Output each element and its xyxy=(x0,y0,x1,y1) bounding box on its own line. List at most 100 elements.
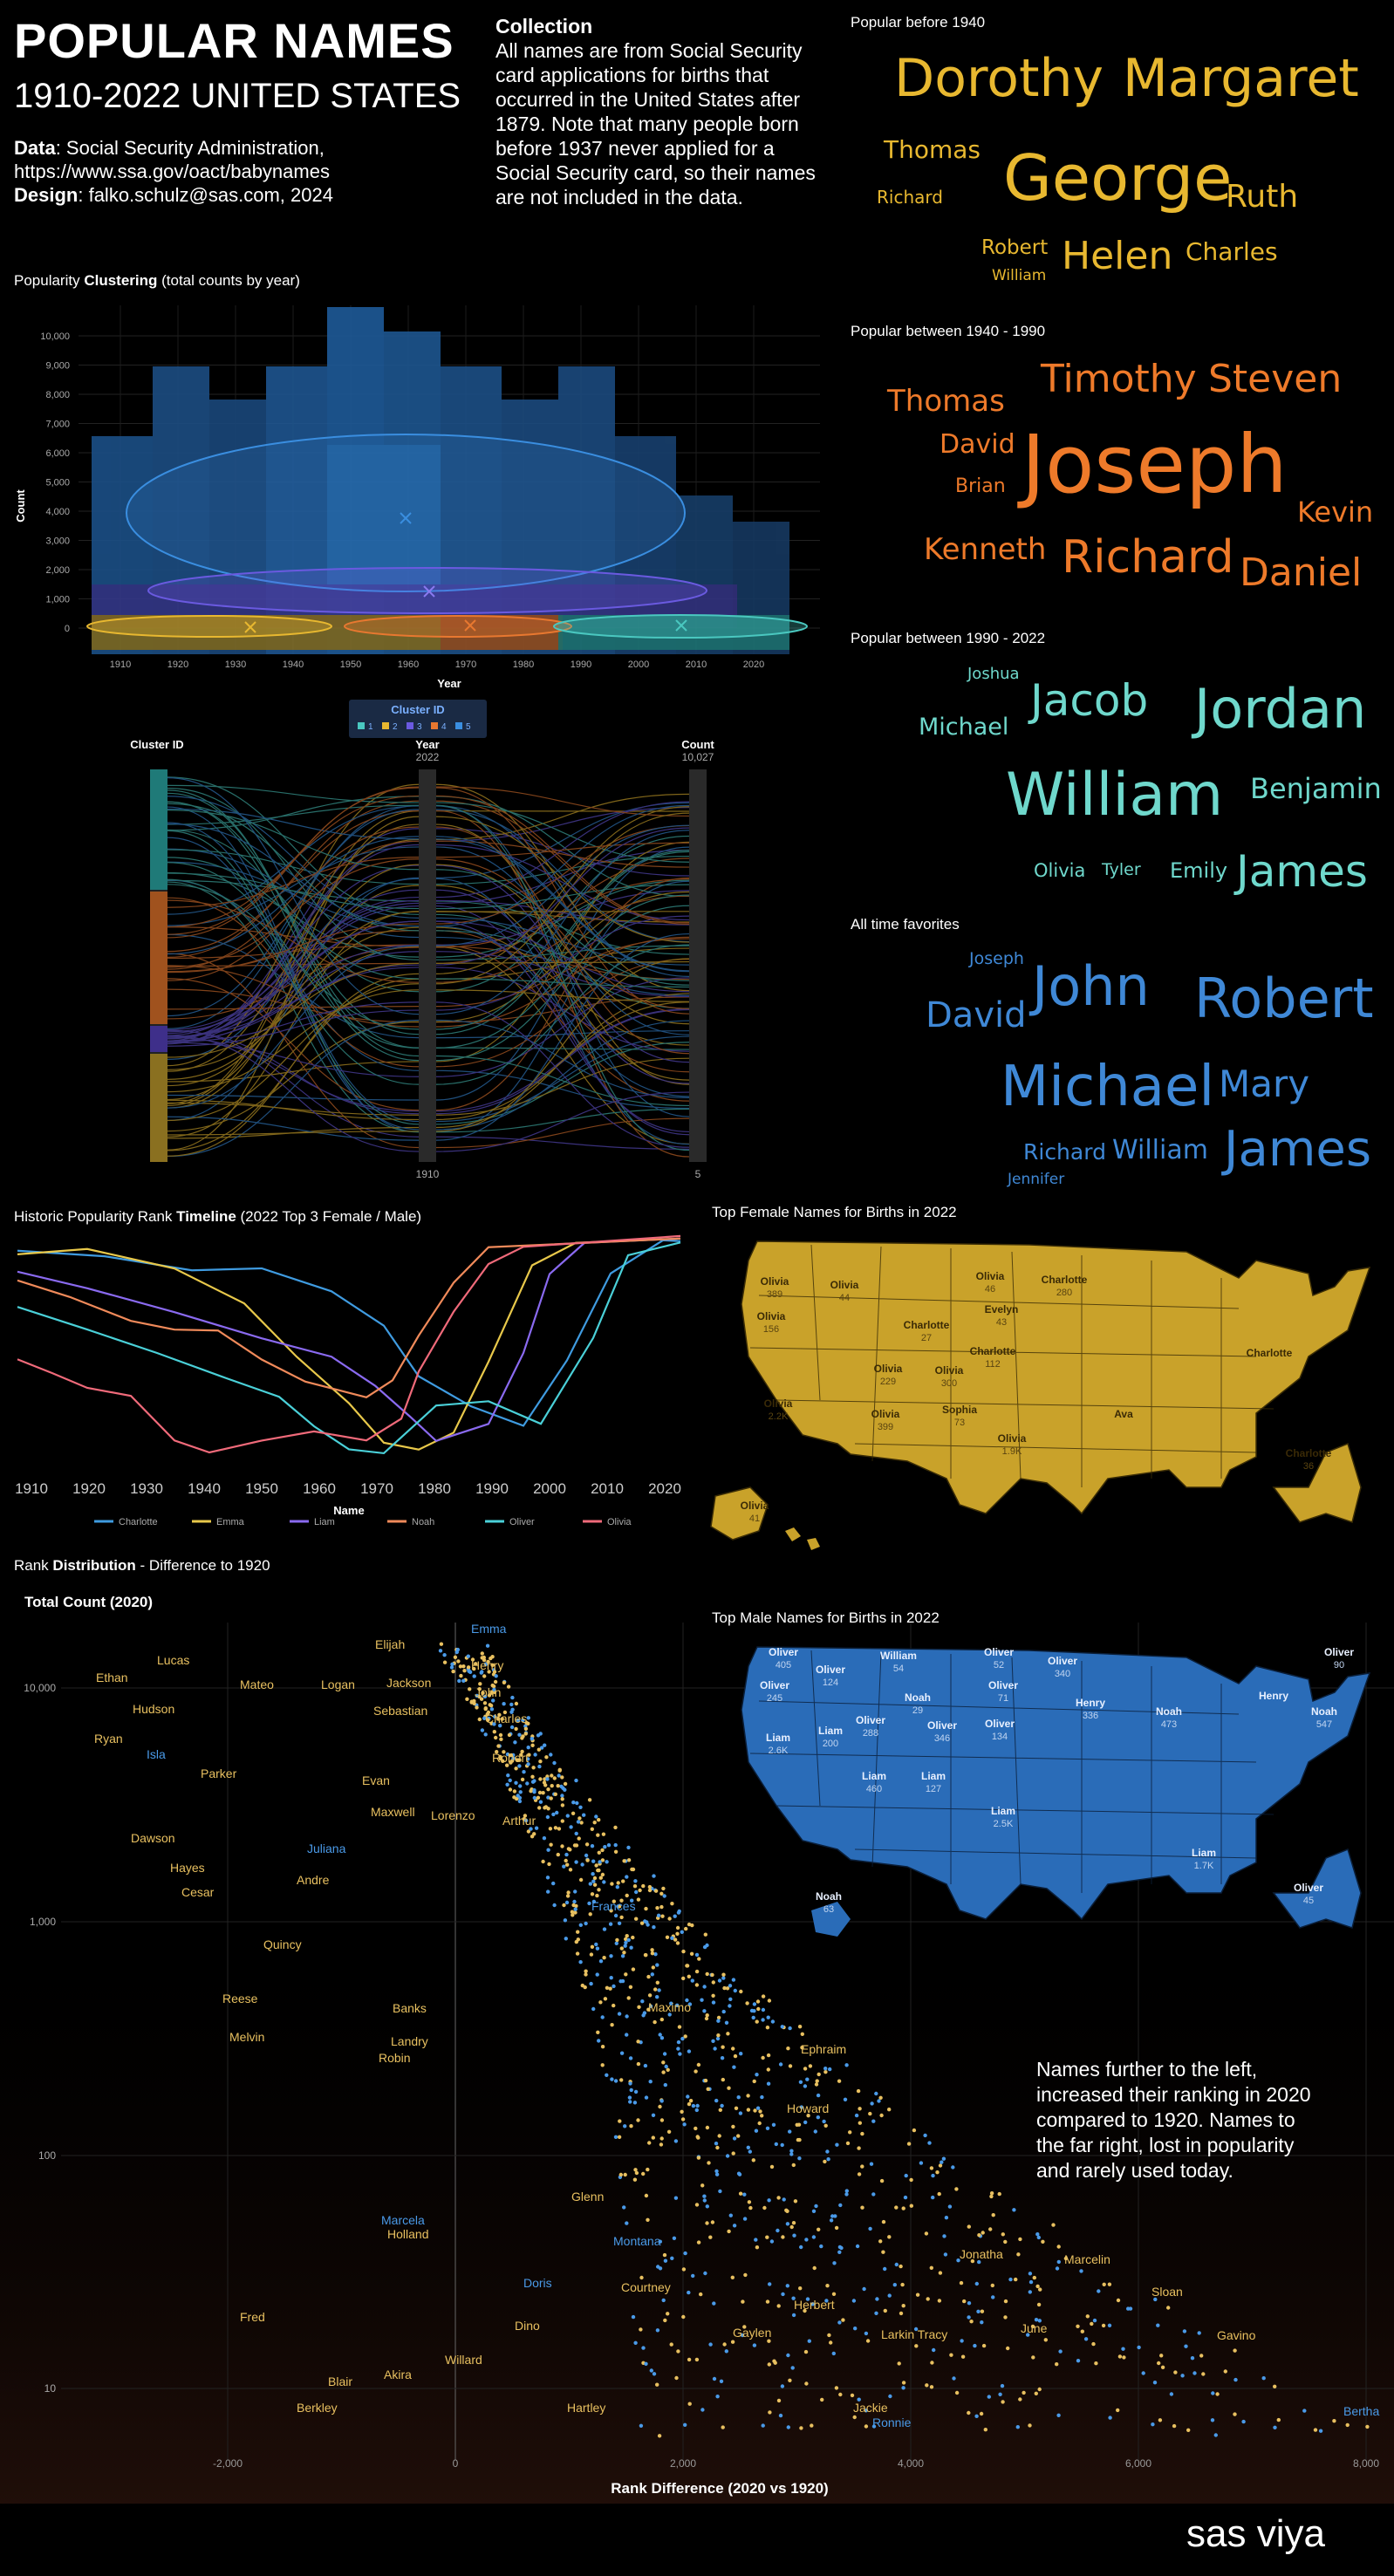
scatter-point xyxy=(1028,2290,1033,2294)
scatter-point xyxy=(1233,2377,1238,2382)
cloud-word: Brian xyxy=(955,475,1006,497)
scatter-name-label: Hayes xyxy=(170,1861,205,1875)
scatter-point xyxy=(716,2033,721,2038)
cluster-band-3 xyxy=(150,1026,167,1052)
scatter-point xyxy=(625,1934,629,1938)
scatter-point xyxy=(673,1914,677,1918)
timeline-xtick: 2000 xyxy=(533,1480,566,1497)
legend-swatch xyxy=(358,722,365,729)
scatter-point xyxy=(940,2160,944,2164)
scatter-point xyxy=(663,2082,667,2087)
scatter-point xyxy=(442,1660,448,1664)
scatter-point xyxy=(600,1858,605,1862)
scatter-point xyxy=(632,2177,638,2182)
scatter-point xyxy=(718,2108,722,2112)
parallel-line xyxy=(167,877,690,1111)
scatter-point xyxy=(815,2079,819,2083)
scatter-point xyxy=(472,1698,476,1704)
male-state-name: Oliver xyxy=(769,1646,798,1658)
female-state-count: 73 xyxy=(954,1418,965,1428)
scatter-point xyxy=(761,2423,765,2428)
scatter-point xyxy=(600,2045,605,2049)
scatter-name-label: Maxwell xyxy=(371,1805,415,1819)
scatter-point xyxy=(522,1770,526,1774)
scatter-point xyxy=(813,2129,817,2134)
scatter-point xyxy=(909,2204,914,2208)
timeline-xtick: 2010 xyxy=(591,1480,624,1497)
scatter-point xyxy=(613,1842,618,1848)
scatter-point xyxy=(1261,2376,1266,2381)
scatter-point xyxy=(456,1659,461,1664)
scatter-point xyxy=(633,1879,638,1883)
timeline-line-liam xyxy=(17,1237,681,1442)
scatter-point xyxy=(524,1818,529,1823)
timeline-legend-item: Emma xyxy=(216,1517,245,1527)
scatter-point xyxy=(570,1910,575,1914)
scatter-point xyxy=(700,2408,705,2412)
parallel-line xyxy=(167,792,690,1050)
data-url[interactable]: https://www.ssa.gov/oact/babynames xyxy=(14,161,330,182)
scatter-point xyxy=(932,2347,936,2353)
male-state-count: 1.7K xyxy=(1194,1861,1214,1871)
scatter-point xyxy=(498,1732,503,1738)
scatter-point xyxy=(622,1951,626,1955)
scatter-point xyxy=(603,1845,607,1849)
female-state-name: Ava xyxy=(1114,1408,1133,1420)
scatter-name-label: Herbert xyxy=(794,2298,835,2312)
scatter-point xyxy=(803,2084,808,2088)
scatter-point xyxy=(1006,2346,1010,2351)
data-text: : Social Security Administration, xyxy=(55,137,325,159)
scatter-point xyxy=(734,2106,739,2110)
scatter-point xyxy=(648,2004,653,2008)
scatter-point xyxy=(935,2170,940,2175)
scatter-point xyxy=(641,2171,646,2176)
scatter-point xyxy=(860,2164,864,2169)
scatter-point xyxy=(486,1659,490,1664)
scatter-point xyxy=(711,1980,715,1985)
cloud-word: Joseph xyxy=(1022,418,1288,511)
scatter-point xyxy=(502,1750,506,1754)
page-title: POPULAR NAMES xyxy=(14,13,454,68)
year-axis-bar xyxy=(419,769,436,1162)
scatter-point xyxy=(541,1859,545,1864)
scatter-point xyxy=(888,2394,892,2399)
scatter-point xyxy=(655,1963,659,1967)
scatter-point xyxy=(680,1930,684,1934)
male-state-count: 2.5K xyxy=(994,1819,1014,1829)
scatter-point xyxy=(1018,2237,1022,2242)
scatter-point xyxy=(714,2098,719,2103)
scatter-point xyxy=(605,1985,610,1990)
cloud-word: Joshua xyxy=(967,665,1020,683)
scatter-point xyxy=(614,1941,618,1945)
parallel-line xyxy=(167,823,690,1106)
scatter-point xyxy=(714,2169,719,2174)
scatter-point xyxy=(612,1984,616,1989)
scatter-point xyxy=(646,2167,650,2172)
scatter-point xyxy=(1003,2299,1008,2304)
scatter-point xyxy=(578,1877,584,1882)
cluster-ytick: 6,000 xyxy=(45,448,70,459)
legend-item: 2 xyxy=(393,722,398,732)
scatter-point xyxy=(719,2379,724,2383)
parallel-line xyxy=(167,830,690,1125)
female-map-northeast xyxy=(1272,1442,1362,1523)
scatter-point xyxy=(656,2265,660,2269)
scatter-point xyxy=(550,1773,554,1778)
cloud-word: Richard xyxy=(1062,531,1234,584)
legend-title: Cluster ID xyxy=(391,703,444,716)
cloud-word: Jacob xyxy=(1030,675,1149,726)
scatter-point xyxy=(1137,2345,1141,2350)
scatter-point xyxy=(538,1759,543,1764)
scatter-point xyxy=(721,1976,726,1980)
scatter-point xyxy=(605,2073,609,2077)
cluster-ytick: 2,000 xyxy=(45,565,70,576)
scatter-point xyxy=(615,1885,619,1889)
scatter-point xyxy=(641,1883,646,1889)
scatter-point xyxy=(864,2409,868,2413)
scatter-point xyxy=(590,1892,595,1896)
cloud-word: William xyxy=(1112,1135,1208,1165)
scatter-point xyxy=(659,2036,665,2040)
scatter-point xyxy=(578,1960,583,1964)
scatter-point xyxy=(613,2135,618,2139)
scatter-point xyxy=(1152,2381,1158,2385)
